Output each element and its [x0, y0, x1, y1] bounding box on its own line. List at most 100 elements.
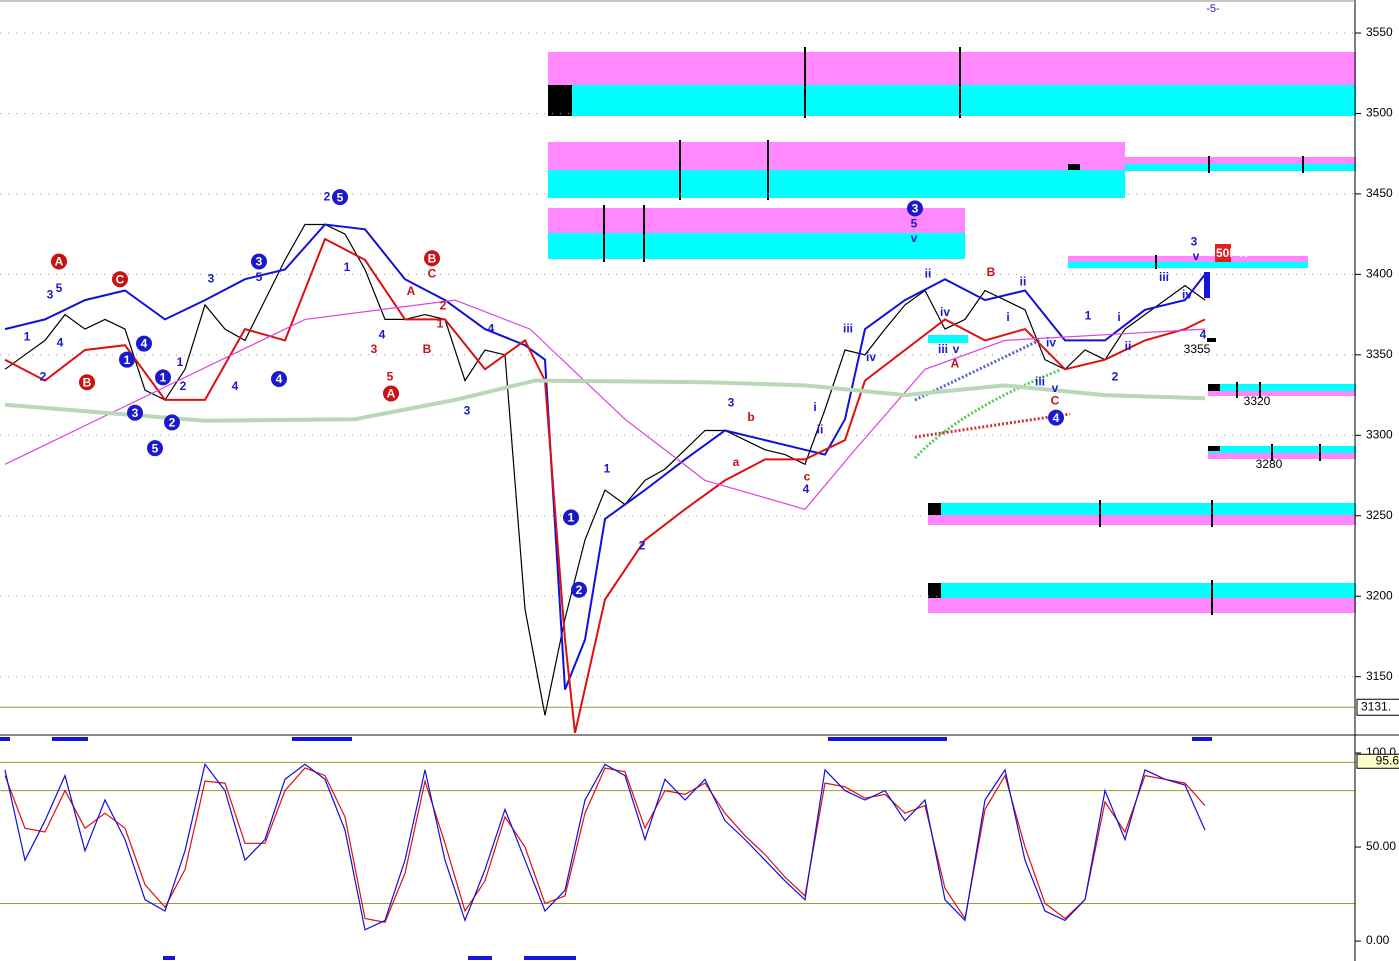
wave-label: v [1052, 381, 1059, 395]
y-tick-label: 0.00 [1366, 933, 1390, 947]
wave-label: B [428, 251, 437, 265]
wave-circle [332, 189, 348, 206]
wave-label: A [55, 255, 64, 269]
y-tick-label: 3550 [1366, 25, 1393, 39]
wave-label: 4 [276, 372, 283, 386]
y-tick-label: 50.00 [1366, 839, 1396, 853]
wave-circle [79, 374, 95, 391]
wave-label: 1 [344, 260, 351, 274]
wave-label: B [83, 375, 92, 389]
trend-lines [913, 338, 1071, 460]
wave-circle [119, 351, 135, 368]
target-zones [548, 47, 1356, 615]
wave-label: 4 [803, 482, 810, 496]
wave-label: 1 [124, 353, 131, 367]
last-value-label: 95.6 [1376, 753, 1399, 767]
wave-label: ii [817, 423, 824, 437]
wave-label: 3 [371, 342, 378, 356]
wave-label: 3 [47, 287, 54, 301]
last-value-box [1356, 753, 1399, 769]
y-tick-label: 3150 [1366, 669, 1393, 683]
wave-label: C [1051, 394, 1060, 408]
wave-label: 4 [1200, 328, 1207, 342]
wave-label: 2 [576, 583, 583, 597]
wave-circle [271, 370, 287, 387]
wave-label: 1 [1085, 308, 1092, 322]
zone-label: 3355 [1184, 342, 1211, 356]
wave-label: C [116, 272, 125, 286]
pti-label: 50PTI [1216, 246, 1248, 260]
wave-label: 3 [464, 403, 471, 417]
wave-label: 4 [232, 379, 239, 393]
wave-label: iii [1159, 270, 1169, 284]
wave-label: 4 [1053, 411, 1060, 425]
wave-label: 3 [1191, 234, 1198, 248]
wave-marker: -5- [1206, 3, 1220, 15]
wave-label: v [953, 342, 960, 356]
wave-label: c [804, 469, 811, 483]
wave-label: iii [1035, 374, 1045, 388]
wave-label: 4 [141, 337, 148, 351]
wave-label: 4 [488, 321, 495, 335]
wave-label: b [747, 410, 754, 424]
wave-label: iv [1046, 336, 1056, 350]
wave-label: 3 [208, 271, 215, 285]
wave-label: A [387, 387, 396, 401]
wave-label: 3 [132, 406, 139, 420]
price-label: 3131. [1361, 699, 1391, 713]
wave-label: 5 [911, 217, 918, 231]
wave-label: 1 [160, 371, 167, 385]
wave-circle [112, 271, 128, 288]
y-tick-label: 3400 [1366, 267, 1393, 281]
price-plot: A3 5124BC1435122133544521BCA12345AB341212… [0, 32, 1355, 733]
wave-label: 4 [57, 336, 64, 350]
y-tick-label: 3450 [1366, 186, 1393, 200]
wave-label: iii [938, 342, 948, 356]
wave-label: i [1117, 310, 1120, 324]
wave-label: iv [940, 305, 950, 319]
zone-label: 3280 [1256, 457, 1283, 471]
wave-label: 2 [440, 299, 447, 313]
y-tick-label: 3200 [1366, 588, 1393, 602]
wave-label: 2 [324, 189, 331, 203]
wave-label: 1 [604, 461, 611, 475]
wave-circle [563, 509, 579, 526]
wave-circle [147, 440, 163, 457]
wave-label: i [1006, 310, 1009, 324]
wave-label: v [911, 231, 918, 245]
wave-label: 3 [912, 202, 919, 216]
wave-label: 4 [379, 328, 386, 342]
wave-circle [51, 253, 67, 270]
wave-label: ii [925, 267, 932, 281]
wave-label: ii [1125, 339, 1132, 353]
series-line [4, 237, 1206, 733]
wave-label: 1 [177, 355, 184, 369]
price-label-box [1356, 698, 1399, 716]
wave-label: 2 [180, 379, 187, 393]
wave-label: C [428, 267, 437, 281]
wave-label: iii [843, 321, 853, 335]
wave-circle [1048, 409, 1064, 426]
wave-label: i [813, 400, 816, 414]
wave-circle [571, 581, 587, 598]
wave-circle [424, 250, 440, 267]
wave-label: a [733, 455, 740, 469]
wave-label: iv [1182, 287, 1192, 301]
series-line [4, 378, 1206, 423]
wave-circle [907, 200, 923, 217]
wave-circle [251, 253, 267, 270]
y-tick-label: 3350 [1366, 347, 1393, 361]
wave-label: 2 [40, 370, 47, 384]
wave-label: 3 [256, 255, 263, 269]
wave-circle [136, 335, 152, 352]
wave-label: 1 [437, 316, 444, 330]
wave-label: v [1193, 249, 1200, 263]
wave-label: 3 [728, 395, 735, 409]
wave-label: 5 [387, 370, 394, 384]
series-line [4, 762, 1206, 931]
wave-label: A [951, 357, 960, 371]
wave-circle [383, 385, 399, 402]
